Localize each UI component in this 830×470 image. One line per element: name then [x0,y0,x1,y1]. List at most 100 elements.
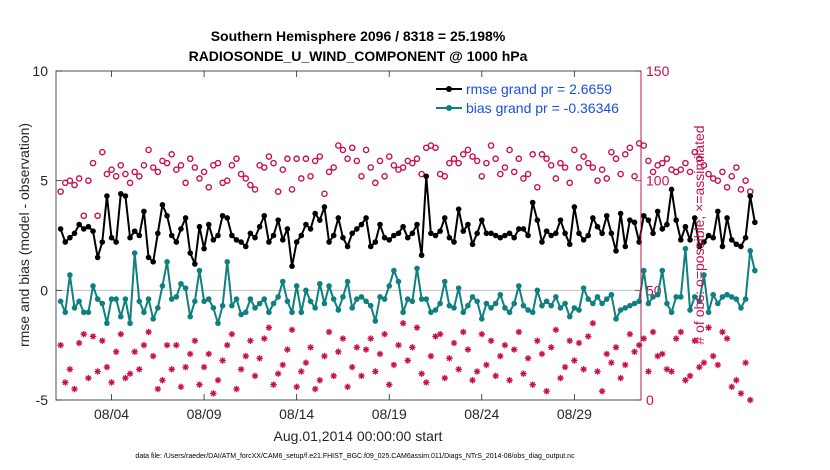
y-right-tick-label: 150 [646,63,670,79]
bias-data-point [437,300,443,307]
assimilated-obs-marker [376,350,384,358]
possible-obs-marker [274,188,282,195]
bias-data-point [446,302,453,309]
possible-obs-marker [446,159,453,167]
assimilated-obs-marker [460,328,467,336]
possible-obs-marker [621,151,629,158]
possible-obs-marker [742,177,749,184]
assimilated-obs-marker [649,328,657,336]
rmse-data-point [210,237,217,243]
assimilated-obs-marker [464,346,472,353]
possible-obs-marker [598,166,606,173]
bias-data-point [474,298,480,305]
bias-data-point [599,300,605,307]
rmse-data-point [173,239,180,245]
bias-data-point [747,248,754,254]
rmse-data-point [266,239,272,245]
assimilated-obs-marker [136,366,143,373]
possible-obs-marker [603,175,611,182]
rmse-data-point [205,221,212,228]
bias-data-point [441,278,448,285]
possible-obs-marker [557,159,564,167]
assimilated-obs-marker [224,341,231,349]
rmse-data-point [127,234,133,241]
bias-data-point [627,302,633,309]
possible-obs-marker [584,159,592,167]
x-tick-label: 08/09 [187,406,222,422]
possible-obs-marker [182,179,189,187]
assimilated-obs-marker [288,326,296,334]
assimilated-obs-marker [149,352,157,360]
rmse-data-point [710,234,716,241]
assimilated-obs-marker [700,359,708,366]
y-right-tick-label: 0 [646,392,654,408]
rmse-data-point [57,226,64,232]
assimilated-obs-marker [686,372,694,380]
assimilated-obs-marker [696,363,703,371]
rmse-data-point [391,232,397,239]
possible-obs-marker [658,159,666,167]
bias-data-point [284,298,291,305]
bias-data-point [613,316,619,322]
bias-data-point [622,305,629,311]
assimilated-obs-marker [261,335,268,342]
assimilated-obs-marker [423,379,430,386]
bias-data-point [104,320,110,327]
assimilated-obs-marker [598,388,606,395]
chart-title-line1: Southern Hemisphere 2096 / 8318 = 25.198… [211,28,506,44]
possible-obs-marker [515,155,523,163]
rmse-data-point [585,232,592,239]
bias-data-point [377,294,383,300]
bias-data-point [631,300,638,307]
assimilated-obs-marker [548,344,555,351]
bias-data-point [187,313,194,320]
bias-data-point [539,302,545,309]
assimilated-obs-marker [626,331,634,338]
rmse-data-point [580,237,587,243]
assimilated-obs-marker [506,377,513,384]
rmse-data-point [492,232,499,239]
rmse-data-point [539,239,545,245]
rmse-data-point [516,226,522,232]
bias-data-point [548,302,555,309]
possible-obs-marker [663,155,671,163]
assimilated-obs-marker [543,388,550,395]
assimilated-obs-marker [742,359,749,366]
possible-obs-marker [409,159,416,167]
bias-data-point [80,309,87,316]
possible-obs-marker [270,159,277,167]
assimilated-obs-marker [529,381,536,388]
rmse-data-point [553,230,559,237]
bias-data-point [645,300,652,307]
x-tick-label: 08/29 [557,406,592,422]
possible-obs-marker [311,157,319,165]
assimilated-obs-marker [367,335,374,342]
rmse-data-point [701,239,707,245]
bias-data-point [127,320,133,327]
possible-obs-marker [339,146,347,154]
bias-data-point [451,305,457,311]
bias-data-point [141,309,147,316]
rmse-data-point [67,234,73,241]
possible-obs-marker [432,144,439,152]
possible-obs-marker [173,166,180,173]
assimilated-obs-marker [311,385,319,393]
assimilated-obs-marker [321,352,328,360]
rmse-data-point [557,217,564,223]
x-tick-label: 08/04 [94,406,129,422]
rmse-data-point [460,228,467,234]
rmse-data-point [742,234,749,241]
assimilated-obs-marker [409,344,416,351]
rmse-data-point [571,204,578,210]
assimilated-obs-marker [177,383,185,391]
bias-data-point [483,300,490,307]
possible-obs-marker [686,168,694,176]
assimilated-obs-marker [256,355,263,362]
possible-obs-marker [85,177,92,184]
bias-data-point [261,296,268,302]
bias-data-point [270,300,277,307]
possible-obs-marker [279,166,287,173]
rmse-data-point [219,212,226,219]
rmse-data-point [603,212,610,219]
assimilated-obs-marker [450,339,458,347]
